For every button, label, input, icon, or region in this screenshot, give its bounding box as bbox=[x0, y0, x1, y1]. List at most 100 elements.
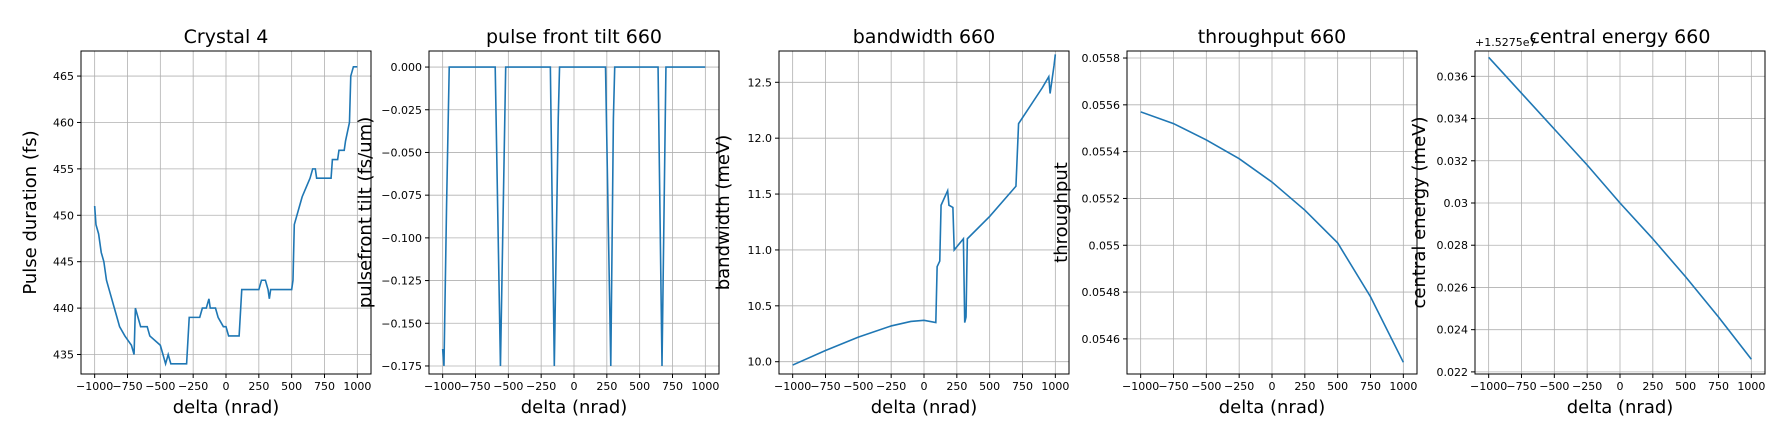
x-tick-label: 1000 bbox=[1737, 380, 1765, 393]
x-tick-label: −250 bbox=[1224, 380, 1254, 393]
y-tick-label: 0.0554 bbox=[1082, 146, 1121, 159]
x-tick-label: 0 bbox=[1269, 380, 1276, 393]
x-tick-label: 500 bbox=[1675, 380, 1696, 393]
x-tick-label: 250 bbox=[596, 380, 617, 393]
x-tick-label: −500 bbox=[843, 380, 873, 393]
y-tick-label: 10.0 bbox=[748, 356, 773, 369]
y-tick-label: 0.028 bbox=[1437, 239, 1469, 252]
x-tick-label: 0 bbox=[571, 380, 578, 393]
y-axis-label: Pulse duration (fs) bbox=[20, 130, 41, 294]
x-axis-label: delta (nrad) bbox=[173, 397, 280, 418]
x-tick-label: 500 bbox=[979, 380, 1000, 393]
y-tick-label: 0.022 bbox=[1437, 366, 1469, 379]
x-tick-label: 0 bbox=[223, 380, 230, 393]
x-tick-label: −500 bbox=[1191, 380, 1221, 393]
y-tick-label: 465 bbox=[53, 70, 74, 83]
chart-title: throughput 660 bbox=[1198, 26, 1347, 48]
y-tick-label: 450 bbox=[53, 209, 74, 222]
x-tick-label: −250 bbox=[1572, 380, 1602, 393]
axes-frame bbox=[1126, 50, 1418, 375]
y-tick-label: 0.0558 bbox=[1082, 52, 1121, 65]
x-tick-label: 1000 bbox=[691, 380, 719, 393]
axes-frame bbox=[428, 50, 720, 375]
x-tick-label: 0 bbox=[921, 380, 928, 393]
x-tick-label: 750 bbox=[314, 380, 335, 393]
x-axis-label: delta (nrad) bbox=[871, 397, 978, 418]
x-tick-label: 750 bbox=[1012, 380, 1033, 393]
y-tick-label: 12.5 bbox=[748, 76, 773, 89]
x-tick-label: 1000 bbox=[343, 380, 371, 393]
y-tick-label: 0.0546 bbox=[1082, 333, 1121, 346]
y-tick-label: −0.075 bbox=[381, 189, 422, 202]
x-tick-label: −500 bbox=[145, 380, 175, 393]
y-tick-label: 0.0552 bbox=[1082, 192, 1121, 205]
y-tick-label: 0.036 bbox=[1437, 70, 1469, 83]
x-tick-label: −250 bbox=[876, 380, 906, 393]
y-tick-label: 0.055 bbox=[1089, 239, 1121, 252]
data-line bbox=[1488, 56, 1752, 360]
y-tick-label: 0.0548 bbox=[1082, 286, 1121, 299]
x-tick-label: −1000 bbox=[424, 380, 461, 393]
chart-title: pulse front tilt 660 bbox=[486, 26, 662, 48]
x-tick-label: −750 bbox=[1158, 380, 1188, 393]
data-line bbox=[792, 54, 1057, 366]
x-tick-label: 500 bbox=[1327, 380, 1348, 393]
y-tick-label: 0.026 bbox=[1437, 281, 1469, 294]
x-tick-label: 750 bbox=[662, 380, 683, 393]
data-line bbox=[93, 65, 358, 367]
y-tick-label: −0.175 bbox=[381, 360, 422, 373]
y-tick-label: −0.100 bbox=[381, 232, 422, 245]
x-tick-label: −1000 bbox=[76, 380, 113, 393]
y-axis-label: throughput bbox=[1051, 162, 1072, 263]
x-tick-label: −250 bbox=[526, 380, 556, 393]
axes-frame bbox=[778, 50, 1070, 375]
x-tick-label: 250 bbox=[248, 380, 269, 393]
y-tick-label: 12.0 bbox=[748, 132, 773, 145]
y-tick-label: 435 bbox=[53, 349, 74, 362]
x-tick-label: −500 bbox=[493, 380, 523, 393]
y-tick-label: 0.0556 bbox=[1082, 99, 1121, 112]
data-line bbox=[441, 66, 706, 367]
x-tick-label: −750 bbox=[810, 380, 840, 393]
chart-title: central energy 660 bbox=[1530, 26, 1711, 48]
y-tick-label: −0.050 bbox=[381, 146, 422, 159]
x-tick-label: 250 bbox=[1294, 380, 1315, 393]
y-tick-label: 10.5 bbox=[748, 300, 773, 313]
y-axis-label: bandwidth (meV) bbox=[713, 135, 734, 291]
y-tick-label: −0.025 bbox=[381, 104, 422, 117]
x-axis-label: delta (nrad) bbox=[521, 397, 628, 418]
x-tick-label: −1000 bbox=[1470, 380, 1507, 393]
y-tick-label: 11.0 bbox=[748, 244, 773, 257]
x-tick-label: −250 bbox=[178, 380, 208, 393]
y-tick-label: 11.5 bbox=[748, 188, 773, 201]
x-tick-label: 250 bbox=[1642, 380, 1663, 393]
y-tick-label: 440 bbox=[53, 302, 74, 315]
y-tick-label: −0.150 bbox=[381, 317, 422, 330]
x-tick-label: 500 bbox=[281, 380, 302, 393]
axes-frame bbox=[1474, 50, 1766, 375]
x-tick-label: 500 bbox=[629, 380, 650, 393]
x-tick-label: 250 bbox=[946, 380, 967, 393]
x-tick-label: −750 bbox=[112, 380, 142, 393]
data-line bbox=[1140, 111, 1405, 363]
x-axis-label: delta (nrad) bbox=[1219, 397, 1326, 418]
x-tick-label: 750 bbox=[1360, 380, 1381, 393]
y-tick-label: 0.03 bbox=[1444, 197, 1469, 210]
x-tick-label: −500 bbox=[1539, 380, 1569, 393]
y-axis-label: central energy (meV) bbox=[1409, 117, 1430, 309]
x-tick-label: 0 bbox=[1617, 380, 1624, 393]
y-tick-label: 0.000 bbox=[391, 61, 423, 74]
chart-title: Crystal 4 bbox=[184, 26, 269, 48]
y-tick-label: 460 bbox=[53, 116, 74, 129]
y-tick-label: 0.034 bbox=[1437, 113, 1469, 126]
x-axis-label: delta (nrad) bbox=[1567, 397, 1674, 418]
axes-frame bbox=[80, 50, 372, 375]
y-tick-label: 445 bbox=[53, 256, 74, 269]
offset-text: +1.5275e7 bbox=[1475, 36, 1536, 49]
x-tick-label: 750 bbox=[1708, 380, 1729, 393]
y-tick-label: 0.024 bbox=[1437, 324, 1469, 337]
chart-title: bandwidth 660 bbox=[853, 26, 995, 48]
x-tick-label: 1000 bbox=[1041, 380, 1069, 393]
x-tick-label: 1000 bbox=[1389, 380, 1417, 393]
